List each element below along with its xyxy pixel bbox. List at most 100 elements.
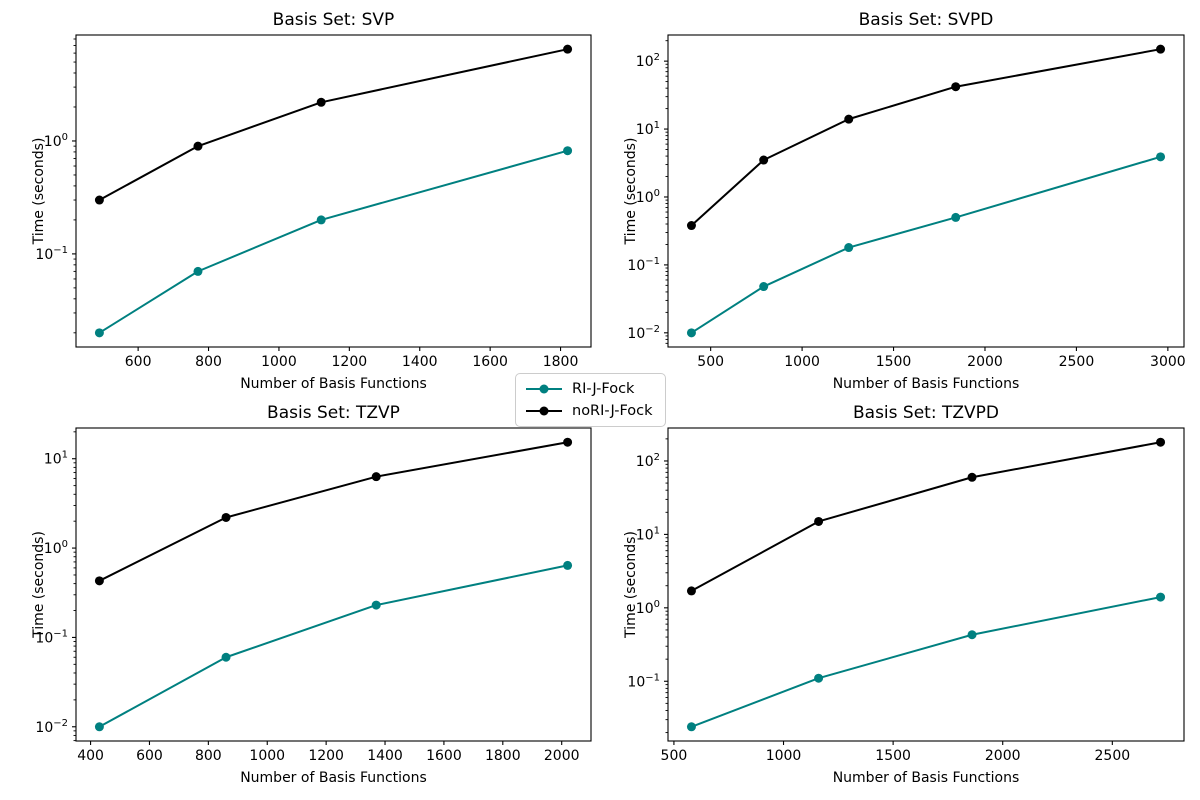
- marker-ri-j-fock: [844, 243, 854, 253]
- x-tick-label: 1000: [784, 354, 820, 370]
- subplot-basis-set-svpd: 500 1000 1500 2000 2500 3000 10−2 10−1 100 101 102…: [623, 10, 1186, 392]
- marker-ri-j-fock: [563, 560, 573, 570]
- marker-ri-j-fock: [686, 722, 696, 732]
- x-tick-label: 3000: [1150, 354, 1186, 370]
- y-tick-label: 10−2: [35, 718, 68, 736]
- x-tick-label: 800: [195, 748, 222, 764]
- x-tick-label: 1400: [367, 748, 403, 764]
- marker-nori-j-fock: [1156, 44, 1166, 54]
- subplot-basis-set-tzvp: 400 600 800 1000 1200 1400 1600 1800 200010−210−…: [31, 403, 592, 786]
- y-axis-label: Time (seconds): [31, 138, 47, 246]
- marker-nori-j-fock: [94, 195, 104, 205]
- x-axis-label: Number of Basis Functions: [240, 770, 427, 786]
- subplot-title: Basis Set: SVPD: [859, 10, 994, 30]
- marker-nori-j-fock: [951, 82, 961, 92]
- x-tick-label: 600: [136, 748, 163, 764]
- marker-ri-j-fock: [1156, 152, 1166, 162]
- axes-frame: [75, 427, 592, 742]
- x-axis-label: Number of Basis Functions: [240, 376, 427, 392]
- x-tick-label: 400: [77, 748, 104, 764]
- y-tick-label: 100: [636, 599, 660, 617]
- y-tick-label: 101: [44, 450, 68, 468]
- y-tick-label: 102: [636, 452, 660, 470]
- marker-nori-j-fock: [686, 221, 696, 231]
- marker-ri-j-fock: [193, 266, 203, 276]
- series-line-nori-j-fock: [98, 48, 569, 202]
- legend-entry-ri-j-fock: RI-J-Fock: [525, 379, 653, 399]
- x-tick-label: 1500: [875, 748, 911, 764]
- x-tick-label: 500: [661, 748, 688, 764]
- legend-line-marker-icon: [526, 384, 562, 394]
- marker-ri-j-fock: [814, 673, 824, 683]
- y-tick-label: 100: [636, 188, 660, 206]
- subplot-title: Basis Set: TZVPD: [853, 403, 999, 423]
- x-tick-label: 1500: [876, 354, 912, 370]
- legend-entry-nori-j-fock: noRI-J-Fock: [525, 401, 653, 421]
- y-tick-label: 101: [636, 120, 660, 138]
- marker-ri-j-fock: [759, 282, 769, 292]
- x-tick-label: 1400: [402, 354, 438, 370]
- marker-nori-j-fock: [221, 512, 231, 522]
- x-tick-label: 1800: [485, 748, 521, 764]
- x-tick-label: 2000: [985, 748, 1021, 764]
- x-tick-label: 2500: [1059, 354, 1095, 370]
- y-tick-label: 10−1: [627, 256, 660, 274]
- marker-ri-j-fock: [1156, 592, 1166, 602]
- subplot-title: Basis Set: SVP: [273, 10, 395, 30]
- marker-ri-j-fock: [951, 212, 961, 222]
- x-tick-label: 1200: [332, 354, 368, 370]
- subplot-basis-set-svp: 600 800 1000 1200 1400 1600 1800 10−1 100 Basis S…: [31, 10, 592, 392]
- x-tick-label: 2000: [544, 748, 580, 764]
- marker-nori-j-fock: [563, 44, 573, 54]
- legend: RI-J-Fock noRI-J-Fock: [515, 373, 666, 427]
- x-tick-label: 1800: [543, 354, 579, 370]
- y-tick-label: 102: [636, 52, 660, 70]
- series-line-nori-j-fock: [690, 48, 1162, 227]
- x-tick-label: 800: [195, 354, 222, 370]
- y-axis-label: Time (seconds): [31, 531, 47, 639]
- x-tick-label: 1600: [426, 748, 462, 764]
- marker-nori-j-fock: [759, 155, 769, 165]
- x-tick-label: 1600: [472, 354, 508, 370]
- x-tick-label: 1000: [261, 354, 297, 370]
- axes-frame: [75, 34, 592, 348]
- y-tick-label: 10−1: [35, 245, 68, 263]
- y-tick-label: 10−1: [627, 672, 660, 690]
- marker-nori-j-fock: [686, 586, 696, 596]
- y-tick-label: 100: [44, 132, 68, 150]
- x-axis-label: Number of Basis Functions: [833, 376, 1020, 392]
- marker-ri-j-fock: [94, 722, 104, 732]
- marker-ri-j-fock: [221, 652, 231, 662]
- axes-frame: [667, 34, 1185, 348]
- y-tick-label: 101: [636, 525, 660, 543]
- marker-ri-j-fock: [316, 215, 326, 225]
- y-tick-label: 10−2: [627, 324, 660, 342]
- x-tick-label: 500: [697, 354, 724, 370]
- marker-nori-j-fock: [563, 437, 573, 447]
- marker-ri-j-fock: [94, 328, 104, 338]
- x-tick-label: 1000: [766, 748, 802, 764]
- x-tick-label: 1000: [249, 748, 285, 764]
- x-axis-label: Number of Basis Functions: [833, 770, 1020, 786]
- marker-nori-j-fock: [371, 472, 381, 482]
- x-tick-label: 2000: [967, 354, 1003, 370]
- subplot-basis-set-tzvpd: 500 1000 1500 2000 2500 10−1 100 101 102 Basis Se…: [623, 403, 1185, 786]
- marker-ri-j-fock: [371, 600, 381, 610]
- series-line-ri-j-fock: [98, 149, 569, 334]
- marker-nori-j-fock: [193, 141, 203, 151]
- series-line-nori-j-fock: [98, 441, 569, 582]
- series-line-ri-j-fock: [690, 155, 1162, 334]
- legend-label: noRI-J-Fock: [572, 403, 653, 419]
- y-axis-label: Time (seconds): [623, 531, 639, 639]
- marker-nori-j-fock: [814, 516, 824, 526]
- subplot-title: Basis Set: TZVP: [267, 403, 400, 423]
- marker-nori-j-fock: [94, 576, 104, 586]
- x-tick-label: 2500: [1095, 748, 1131, 764]
- marker-nori-j-fock: [844, 114, 854, 124]
- marker-nori-j-fock: [1156, 437, 1166, 447]
- marker-ri-j-fock: [967, 630, 977, 640]
- legend-line-marker-icon: [526, 406, 562, 416]
- series-line-ri-j-fock: [690, 596, 1162, 728]
